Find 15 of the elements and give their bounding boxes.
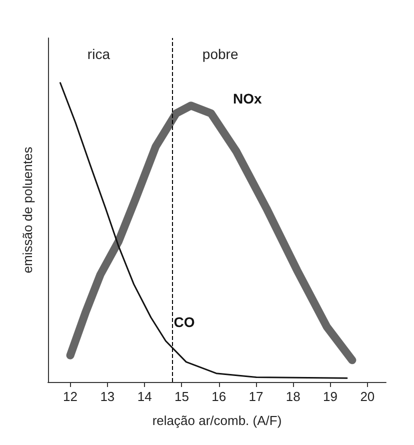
x-tick-label: 15 — [174, 389, 189, 404]
x-tick-label: 12 — [63, 389, 78, 404]
text: rica — [87, 46, 110, 62]
x-tick-label: 14 — [137, 389, 152, 404]
x-tick-label: 20 — [360, 389, 375, 404]
x-tick-label: 19 — [323, 389, 338, 404]
text: pobre — [202, 46, 238, 62]
y-axis-title: emissão de poluentes — [20, 146, 35, 274]
x-tick-label: 17 — [248, 389, 264, 404]
series-label: CO — [174, 314, 195, 330]
series-label: NOx — [233, 90, 262, 106]
x-tick-label: 13 — [100, 389, 115, 404]
x-axis-title: relação ar/comb. (A/F) — [152, 413, 282, 428]
x-tick-label: 18 — [286, 389, 300, 404]
x-tick-label: 16 — [212, 389, 226, 404]
